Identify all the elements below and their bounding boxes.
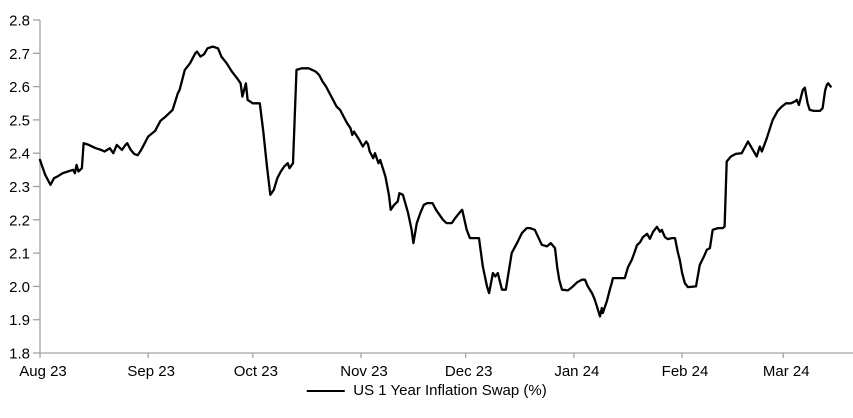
x-tick-label: Nov 23 <box>340 363 388 380</box>
series-line <box>38 45 832 318</box>
y-tick-label: 2.4 <box>9 146 30 163</box>
y-tick-label: 2.5 <box>9 112 30 129</box>
y-tick-label: 2.8 <box>9 13 30 30</box>
x-tick-label: Feb 24 <box>662 363 709 380</box>
legend-line-swatch <box>306 389 345 392</box>
x-tick-label: Oct 23 <box>234 363 278 380</box>
x-tick-label: Aug 23 <box>19 363 67 380</box>
y-tick-label: 2.0 <box>9 279 30 296</box>
x-tick-label: Sep 23 <box>127 363 175 380</box>
y-tick-label: 2.2 <box>9 212 30 229</box>
y-tick-label: 1.8 <box>9 346 30 363</box>
legend: US 1 Year Inflation Swap (%) <box>306 382 547 399</box>
legend-series-label: US 1 Year Inflation Swap (%) <box>353 382 547 399</box>
x-tick-label: Jan 24 <box>554 363 599 380</box>
y-tick-label: 1.9 <box>9 312 30 329</box>
y-tick-label: 2.6 <box>9 79 30 96</box>
x-tick-label: Mar 24 <box>763 363 810 380</box>
y-tick-label: 2.1 <box>9 246 30 263</box>
y-tick-label: 2.7 <box>9 46 30 63</box>
y-tick-label: 2.3 <box>9 179 30 196</box>
x-tick-label: Dec 23 <box>445 363 493 380</box>
